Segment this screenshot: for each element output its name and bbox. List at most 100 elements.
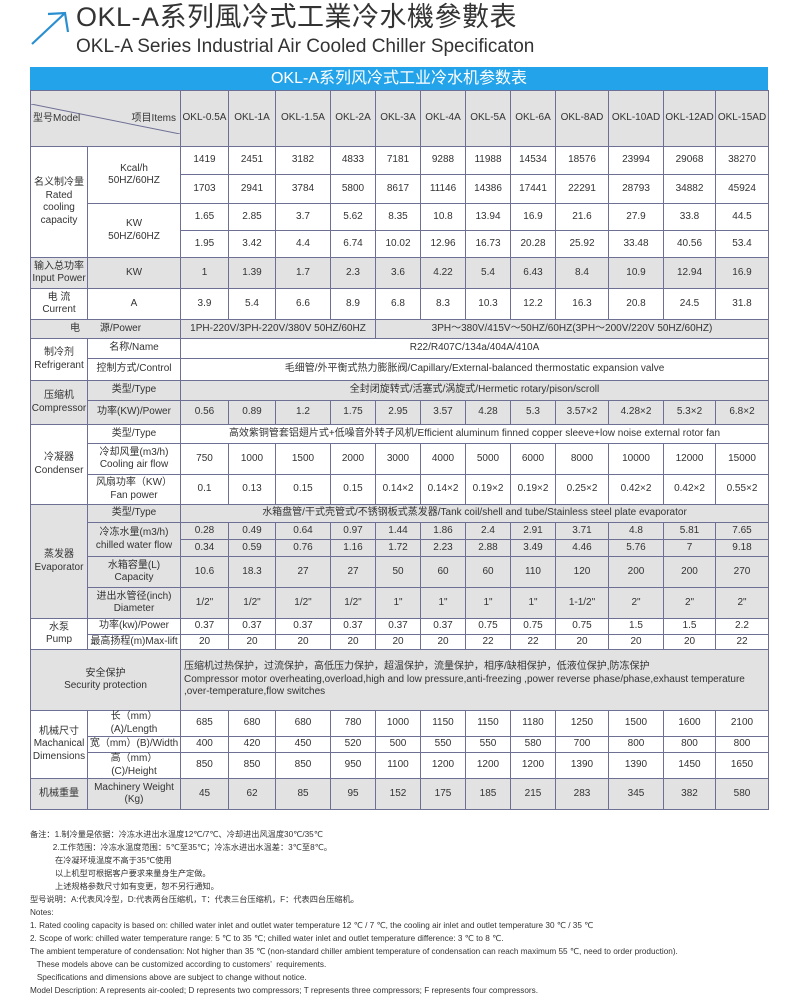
row-group-label: 压缩机 Compressor — [30, 380, 88, 425]
value-cell: 16.9 — [510, 203, 556, 231]
value-cell: 550 — [465, 736, 511, 753]
value-cell: 5.62 — [330, 203, 376, 231]
merged-value-cell: 压缩机过热保护，过流保护，高低压力保护，超温保护，流量保护，相序/缺相保护，低液… — [180, 649, 769, 711]
table-row: 进出水管径(inch) Diameter 1/2" 1/2" 1/2" 1/2" 1" 1"… — [31, 587, 769, 619]
table-row: 水箱容量(L) Capacity 10.6 18.3 27 27 50 60 60 110 120… — [31, 556, 769, 588]
value-cell: 7181 — [375, 146, 421, 175]
value-cell: 0.89 — [228, 400, 276, 425]
value-cell: 345 — [608, 778, 664, 810]
value-cell: 1.44 — [375, 522, 421, 540]
table-row: 冷冻水量(m3/h) chilled water flow 0.28 0.49 0.6… — [31, 522, 769, 557]
page-title: OKL-A系列風冷式工業冷水機參數表 — [76, 2, 518, 32]
value-cell: 2.4 — [465, 522, 511, 540]
page-header: OKL-A系列風冷式工業冷水機參數表 OKL-A Series Industri… — [28, 0, 789, 67]
value-cell: 8.9 — [330, 288, 376, 320]
value-cell: 20 — [420, 634, 466, 650]
value-cell: 2" — [715, 587, 769, 619]
value-cell: 2941 — [228, 174, 276, 204]
value-cell: 3182 — [275, 146, 331, 175]
value-cell: 8.3 — [420, 288, 466, 320]
diagonal-divider — [31, 104, 180, 134]
value-cell: 12.2 — [510, 288, 556, 320]
value-cell: 680 — [228, 710, 276, 737]
value-cell: 1.86 — [420, 522, 466, 540]
value-cell: 420 — [228, 736, 276, 753]
row-item-label: 冷冻水量(m3/h) chilled water flow — [87, 522, 181, 557]
value-cell: 0.37 — [275, 618, 331, 635]
value-cell: 22291 — [555, 174, 609, 204]
value-cell: 9288 — [420, 146, 466, 175]
note-line: 1. Rated cooling capacity is based on: c… — [30, 921, 594, 930]
value-cell: 0.14×2 — [375, 474, 421, 505]
value-cell: 283 — [555, 778, 609, 810]
value-cell: 3.71 — [555, 522, 609, 540]
value-cell: 1250 — [555, 710, 609, 737]
value-cell: 95 — [330, 778, 376, 810]
value-cell: 1.65 — [180, 203, 229, 231]
value-cell: 12000 — [663, 443, 716, 475]
value-cell: 1600 — [663, 710, 716, 737]
value-cell: 0.37 — [420, 618, 466, 635]
value-cell: 0.28 — [180, 522, 229, 540]
value-cell: 2100 — [715, 710, 769, 737]
value-cell: 31.8 — [715, 288, 769, 320]
value-cell: 14386 — [465, 174, 511, 204]
row-item-label: KW — [87, 257, 181, 289]
row-item-label: 名称/Name — [87, 338, 181, 359]
row-group-label: 蒸发器 Evaporator — [30, 504, 88, 619]
value-cell: 3.9 — [180, 288, 229, 320]
value-cell: 3.6 — [375, 257, 421, 289]
value-cell: 6.8 — [375, 288, 421, 320]
value-cell: 152 — [375, 778, 421, 810]
value-cell: 685 — [180, 710, 229, 737]
value-cell: 29068 — [663, 146, 716, 175]
value-cell: 18.3 — [228, 556, 276, 588]
value-cell: 520 — [330, 736, 376, 753]
model-header: OKL-0.5A — [180, 90, 229, 147]
model-header: OKL-5A — [465, 90, 511, 147]
value-cell: 0.42×2 — [608, 474, 664, 505]
value-cell: 2" — [608, 587, 664, 619]
value-cell: 11146 — [420, 174, 466, 204]
value-cell: 5.4 — [465, 257, 511, 289]
value-cell: 0.37 — [180, 618, 229, 635]
value-cell: 16.73 — [465, 230, 511, 258]
value-cell: 0.49 — [228, 522, 276, 540]
row-item-label: A — [87, 288, 181, 320]
value-cell: 0.42×2 — [663, 474, 716, 505]
value-cell: 3784 — [275, 174, 331, 204]
value-cell: 3.7 — [275, 203, 331, 231]
value-cell: 4.4 — [275, 230, 331, 258]
value-cell: 950 — [330, 752, 376, 779]
table-row: 0.34 0.59 0.76 1.16 1.72 2.23 2.88 3.49 4.46 5.76… — [31, 539, 769, 557]
value-cell: 5.76 — [608, 539, 664, 557]
value-cell: 0.13 — [228, 474, 276, 505]
value-cell: 8.4 — [555, 257, 609, 289]
value-cell: 1390 — [555, 752, 609, 779]
value-cell: 1/2" — [180, 587, 229, 619]
value-cell: 800 — [608, 736, 664, 753]
value-cell: 5.4 — [228, 288, 276, 320]
value-cell: 1-1/2" — [555, 587, 609, 619]
value-cell: 1650 — [715, 752, 769, 779]
table-row: 压缩机 Compressor 类型/Type 全封闭旋转式/活塞式/涡旋式/Herm… — [30, 380, 769, 425]
value-cell: 0.75 — [510, 618, 556, 635]
table-row: 机械尺寸 Machanical Dimensions 长（mm）(A)/Lengt… — [30, 710, 769, 779]
value-cell: 0.56 — [180, 400, 229, 425]
merged-value-cell: 高效紫铜管套铝翅片式+低噪音外转子风机/Efficient aluminum f… — [180, 424, 769, 444]
note-line: 型号说明：A:代表风冷型，D:代表两台压缩机，T：代表三台压缩机，F：代表四台压… — [30, 895, 359, 904]
value-cell: 4.28 — [465, 400, 511, 425]
value-cell: 0.14×2 — [420, 474, 466, 505]
value-cell: 800 — [715, 736, 769, 753]
value-cell: 850 — [228, 752, 276, 779]
row-group-label: 电 流 Current — [30, 288, 88, 320]
model-header: OKL-1A — [228, 90, 276, 147]
value-cell: 1419 — [180, 146, 229, 175]
row-group-label: 制冷剂 Refrigerant — [30, 338, 88, 381]
value-cell: 550 — [420, 736, 466, 753]
row-item-label: 高（mm）(C)/Height — [87, 752, 181, 779]
value-cell: 382 — [663, 778, 716, 810]
value-cell: 580 — [715, 778, 769, 810]
value-cell: 5.3×2 — [663, 400, 716, 425]
value-cell: 21.6 — [555, 203, 609, 231]
